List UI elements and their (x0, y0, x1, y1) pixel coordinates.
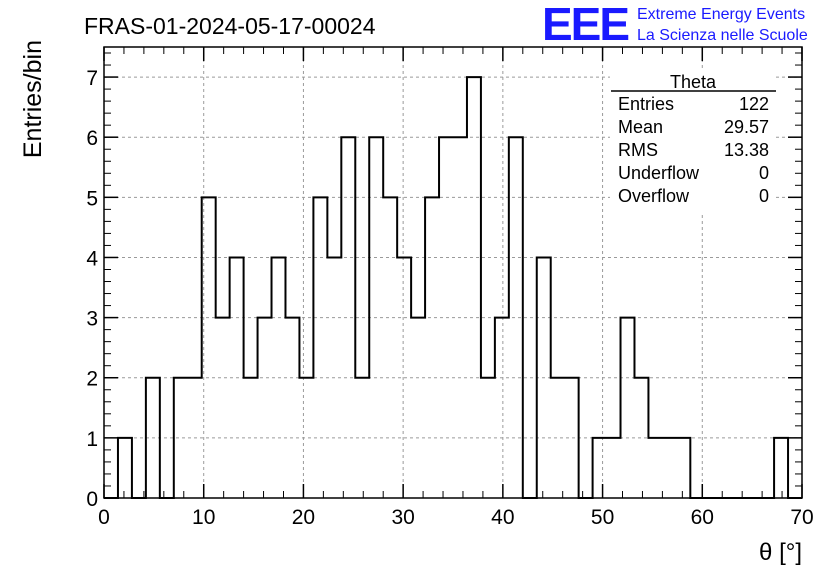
x-tick-label: 10 (192, 506, 215, 529)
stats-row-label: RMS (618, 140, 658, 160)
x-tick-label: 60 (691, 506, 714, 529)
x-tick-label: 70 (790, 506, 813, 529)
eee-logo: EEE Extreme Energy Events La Scienza nel… (542, 0, 808, 50)
stats-box: Theta Entries 122 Mean 29.57 RMS 13.38 Underfl… (610, 70, 776, 212)
histogram-line (104, 76, 802, 499)
stats-row-value: 0 (759, 186, 769, 206)
chart-title: FRAS-01-2024-05-17-00024 (84, 13, 376, 39)
y-tick-label: 0 (86, 488, 98, 511)
y-tick-label: 3 (86, 308, 98, 331)
stats-row-value: 13.38 (724, 140, 769, 160)
y-axis-label: Entries/bin (19, 40, 47, 158)
stats-row-label: Entries (618, 94, 674, 114)
x-tick-label: 50 (591, 506, 614, 529)
x-tick-label: 30 (391, 506, 414, 529)
stats-box-title: Theta (670, 72, 717, 92)
stats-row-value: 29.57 (724, 117, 769, 137)
x-tick-label: 0 (98, 506, 110, 529)
y-tick-label: 4 (86, 247, 98, 270)
logo-mark: EEE (542, 0, 628, 50)
stats-row-label: Underflow (618, 163, 700, 183)
logo-line-1: Extreme Energy Events (637, 6, 805, 23)
x-axis-label: θ [°] (759, 539, 802, 566)
stats-row-label: Overflow (618, 186, 690, 206)
stats-row-label: Mean (618, 117, 663, 137)
x-tick-label: 20 (292, 506, 315, 529)
minor-ticks (104, 47, 802, 498)
y-tick-label: 7 (86, 67, 98, 90)
stats-row-value: 0 (759, 163, 769, 183)
plot-frame (103, 46, 803, 499)
x-tick-labels: 0 10 20 30 40 50 60 70 (98, 506, 814, 529)
y-tick-label: 5 (86, 187, 98, 210)
y-tick-labels: 0 1 2 3 4 5 6 7 (86, 67, 98, 511)
stats-row-value: 122 (739, 94, 769, 114)
x-tick-label: 40 (491, 506, 514, 529)
y-tick-label: 6 (86, 127, 98, 150)
stats-box-background (610, 70, 776, 212)
logo-line-2: La Scienza nelle Scuole (637, 27, 808, 44)
y-tick-label: 2 (86, 368, 98, 391)
y-tick-label: 1 (86, 428, 98, 451)
